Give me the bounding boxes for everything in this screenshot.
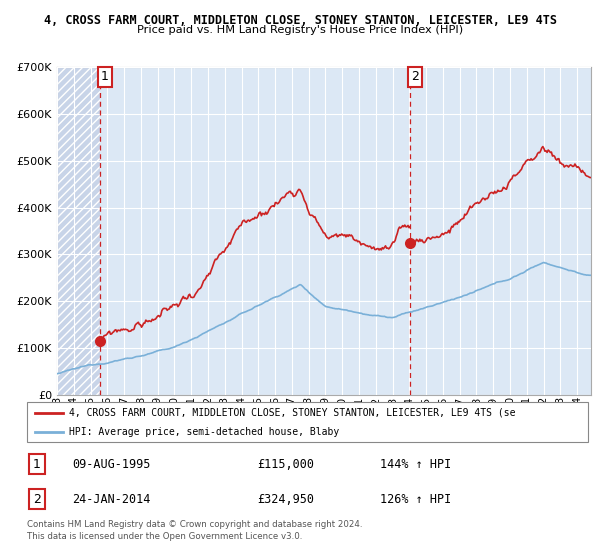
Text: Contains HM Land Registry data © Crown copyright and database right 2024.: Contains HM Land Registry data © Crown c… xyxy=(27,520,362,529)
Text: Price paid vs. HM Land Registry's House Price Index (HPI): Price paid vs. HM Land Registry's House … xyxy=(137,25,463,35)
Text: £324,950: £324,950 xyxy=(257,493,314,506)
Text: This data is licensed under the Open Government Licence v3.0.: This data is licensed under the Open Gov… xyxy=(27,532,302,541)
Text: 4, CROSS FARM COURT, MIDDLETON CLOSE, STONEY STANTON, LEICESTER, LE9 4TS (se: 4, CROSS FARM COURT, MIDDLETON CLOSE, ST… xyxy=(69,408,515,418)
Bar xyxy=(57,67,100,395)
Text: 09-AUG-1995: 09-AUG-1995 xyxy=(72,458,150,471)
Text: 1: 1 xyxy=(33,458,41,471)
Text: 126% ↑ HPI: 126% ↑ HPI xyxy=(380,493,452,506)
Text: 4, CROSS FARM COURT, MIDDLETON CLOSE, STONEY STANTON, LEICESTER, LE9 4TS: 4, CROSS FARM COURT, MIDDLETON CLOSE, ST… xyxy=(44,14,557,27)
Text: 144% ↑ HPI: 144% ↑ HPI xyxy=(380,458,452,471)
Text: £115,000: £115,000 xyxy=(257,458,314,471)
Text: 2: 2 xyxy=(411,71,419,83)
FancyBboxPatch shape xyxy=(27,402,588,442)
Text: HPI: Average price, semi-detached house, Blaby: HPI: Average price, semi-detached house,… xyxy=(69,427,340,436)
Text: 24-JAN-2014: 24-JAN-2014 xyxy=(72,493,150,506)
Text: 2: 2 xyxy=(33,493,41,506)
Text: 1: 1 xyxy=(101,71,109,83)
